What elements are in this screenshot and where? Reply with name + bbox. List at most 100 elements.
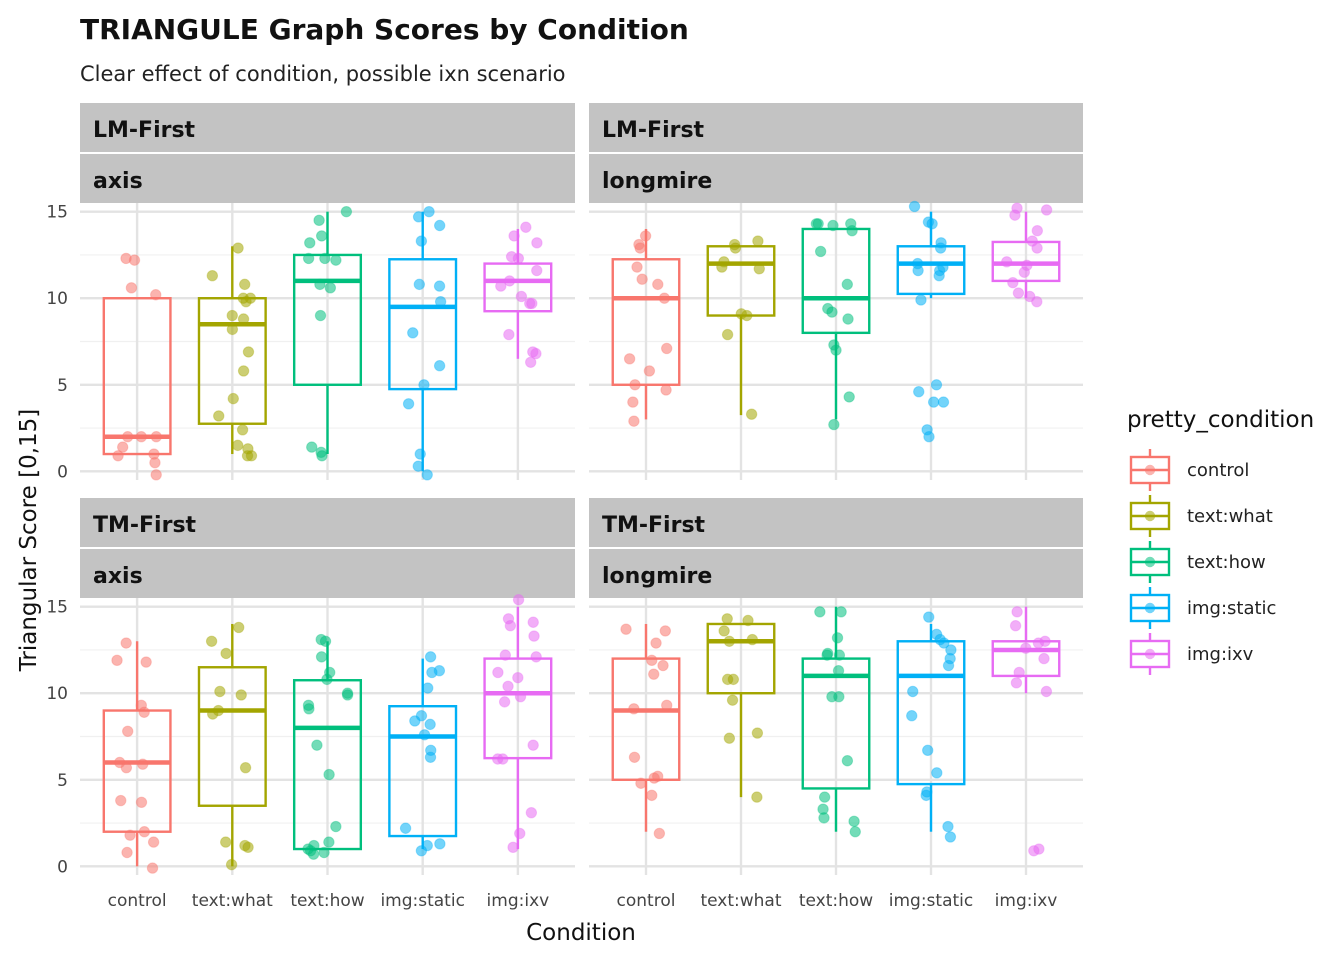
data-point bbox=[923, 431, 935, 443]
x-axis-title: Condition bbox=[526, 920, 636, 946]
data-point bbox=[225, 858, 238, 871]
data-point bbox=[340, 205, 353, 218]
data-point bbox=[120, 761, 133, 774]
data-point bbox=[302, 252, 315, 265]
box-control bbox=[611, 228, 681, 427]
data-point bbox=[835, 606, 847, 618]
data-point bbox=[434, 838, 446, 850]
data-point bbox=[937, 396, 950, 408]
data-point bbox=[1032, 637, 1045, 649]
data-point bbox=[1013, 666, 1025, 679]
data-point bbox=[240, 295, 252, 308]
data-point bbox=[1009, 620, 1022, 632]
data-point bbox=[313, 214, 325, 227]
data-point bbox=[233, 621, 245, 634]
data-point bbox=[319, 252, 331, 265]
data-point bbox=[1012, 287, 1025, 299]
legend-key-img-static: img:static bbox=[1129, 587, 1276, 629]
data-point bbox=[631, 261, 643, 273]
data-point bbox=[226, 323, 239, 336]
data-point bbox=[1020, 642, 1032, 654]
data-point bbox=[150, 431, 162, 443]
data-point bbox=[242, 346, 255, 358]
data-point bbox=[512, 594, 525, 606]
box-iqr bbox=[896, 245, 966, 296]
data-point bbox=[718, 625, 730, 637]
data-point bbox=[306, 441, 318, 453]
data-point bbox=[833, 649, 846, 661]
strip-label: longmire bbox=[602, 564, 712, 589]
data-point bbox=[841, 755, 854, 767]
data-point bbox=[660, 384, 672, 396]
box-img-static bbox=[388, 205, 458, 481]
data-point bbox=[751, 727, 764, 739]
data-point bbox=[235, 689, 247, 701]
box-text-how bbox=[292, 205, 363, 462]
box-iqr bbox=[611, 258, 681, 386]
box-control bbox=[102, 252, 172, 481]
strip-background bbox=[589, 154, 1083, 203]
data-point bbox=[122, 725, 134, 738]
data-point bbox=[922, 744, 934, 757]
data-point bbox=[634, 242, 646, 254]
data-point bbox=[907, 685, 919, 698]
strip-background bbox=[589, 549, 1083, 598]
data-point bbox=[906, 710, 918, 722]
data-point bbox=[503, 275, 516, 287]
data-point bbox=[121, 846, 133, 859]
data-point bbox=[330, 820, 342, 833]
data-point bbox=[120, 252, 132, 265]
data-point bbox=[135, 796, 148, 808]
data-point bbox=[239, 761, 252, 774]
legend-point bbox=[1144, 556, 1156, 568]
data-point bbox=[213, 410, 225, 422]
data-point bbox=[723, 635, 736, 647]
data-point bbox=[729, 242, 742, 254]
data-point bbox=[1018, 266, 1030, 278]
data-point bbox=[716, 261, 728, 273]
data-point bbox=[497, 753, 509, 765]
box-text-what bbox=[706, 613, 776, 803]
data-point bbox=[643, 365, 656, 377]
data-point bbox=[321, 673, 333, 686]
box-iqr bbox=[896, 640, 966, 786]
data-point bbox=[512, 252, 525, 265]
legend-title: pretty_condition bbox=[1127, 407, 1314, 433]
data-point bbox=[628, 751, 641, 763]
strip-label: TM-First bbox=[602, 513, 706, 538]
box-img-static bbox=[896, 611, 966, 843]
strip-background bbox=[589, 498, 1083, 547]
box-iqr bbox=[197, 666, 267, 807]
data-point bbox=[1040, 685, 1053, 698]
data-point bbox=[507, 841, 519, 853]
data-point bbox=[307, 848, 320, 860]
data-point bbox=[502, 680, 514, 692]
data-point bbox=[303, 703, 315, 715]
box-iqr bbox=[991, 640, 1061, 678]
box-control bbox=[102, 637, 172, 874]
chart-title: TRIANGULE Graph Scores by Condition bbox=[80, 13, 689, 46]
data-point bbox=[433, 360, 446, 372]
box-img-static bbox=[388, 651, 458, 857]
data-point bbox=[849, 826, 861, 838]
data-point bbox=[848, 815, 860, 828]
data-point bbox=[424, 718, 436, 731]
legend-point bbox=[1144, 510, 1156, 522]
box-text-what bbox=[197, 242, 267, 462]
data-point bbox=[745, 408, 758, 420]
data-point bbox=[648, 668, 660, 680]
data-point bbox=[926, 218, 938, 230]
strip-background bbox=[80, 103, 575, 152]
strip-label: axis bbox=[93, 564, 143, 589]
data-point bbox=[514, 827, 526, 840]
data-point bbox=[814, 245, 827, 258]
data-point bbox=[1040, 204, 1053, 216]
data-point bbox=[503, 328, 515, 341]
data-point bbox=[746, 633, 759, 646]
data-point bbox=[830, 344, 842, 356]
data-point bbox=[818, 791, 831, 803]
data-point bbox=[620, 623, 632, 635]
data-point bbox=[418, 379, 430, 391]
data-point bbox=[241, 450, 254, 462]
panel: LM-First longmire bbox=[589, 103, 1083, 480]
